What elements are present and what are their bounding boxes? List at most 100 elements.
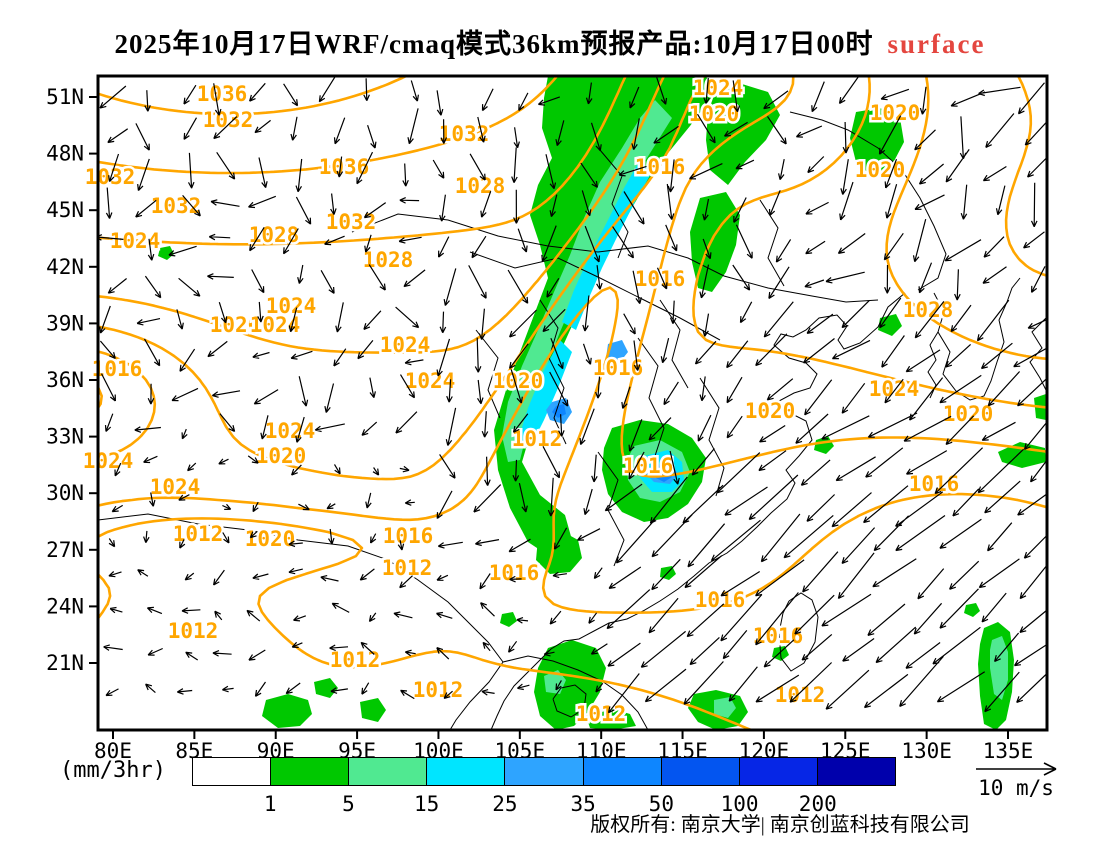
isobar-label: 1024	[265, 419, 316, 443]
precip-patch-green	[262, 694, 312, 728]
isobar-label: 1012	[382, 556, 433, 580]
isobar-label: 1016	[635, 267, 686, 291]
colorbar-segment	[270, 758, 349, 785]
colorbar-threshold-label: 35	[570, 792, 596, 816]
colorbar-threshold-label: 50	[648, 792, 674, 816]
border-line	[475, 329, 501, 419]
precip-patch-green	[536, 530, 582, 574]
isobar-label: 1020	[245, 527, 296, 551]
isobar-label: 1028	[363, 248, 414, 272]
precip-patch-mint	[714, 697, 736, 718]
copyright-line: 版权所有: 南京大学| 南京创蓝科技有限公司	[590, 814, 970, 836]
chart-title-level: surface	[887, 29, 986, 59]
precip-patch-green	[706, 84, 780, 185]
isobar-label: 1012	[512, 427, 563, 451]
precip-patch-green	[500, 612, 517, 627]
isobar-label: 1016	[695, 588, 746, 612]
wind-scale-label: 10 m/s	[978, 776, 1054, 800]
wind-scale-arrow	[976, 762, 1057, 776]
isobar-label: 1016	[909, 472, 960, 496]
colorbar-threshold-label: 15	[414, 792, 440, 816]
isobar-label: 1024	[110, 229, 161, 253]
chart-title: 2025年10月17日WRF/cmaq模式36km预报产品:10月17日00时 s…	[0, 22, 1100, 61]
precip-patch-cyan	[518, 340, 572, 448]
colorbar-segment	[348, 758, 427, 785]
isobar-label: 1020	[256, 444, 307, 468]
precip-patch-green	[158, 246, 174, 260]
border-line	[1029, 317, 1047, 391]
isobar-label: 1024	[266, 294, 317, 318]
border-line	[490, 292, 906, 730]
isobar-label: 1016	[593, 356, 644, 380]
isobar-label: 1028	[455, 174, 506, 198]
isobar-label: 1012	[168, 619, 219, 643]
lat-label: 36N	[46, 368, 84, 392]
border-line	[699, 377, 725, 497]
isobar-label: 1024	[693, 76, 744, 100]
lon-label: 80E	[94, 739, 132, 763]
geography-borders-layer	[98, 111, 1047, 730]
colorbar-threshold-label: 100	[720, 792, 759, 816]
isobar-label: 1036	[197, 82, 248, 106]
isobar-label: 1032	[151, 194, 202, 218]
lat-label: 33N	[46, 425, 84, 449]
lat-label: 30N	[46, 481, 84, 505]
border-line	[539, 299, 567, 445]
isobar-label: 1020	[210, 313, 261, 337]
precip-patch-cyan	[562, 160, 652, 330]
isobar-label: 1020	[745, 399, 796, 423]
precip-patch-green	[534, 640, 606, 730]
lat-label: 45N	[46, 198, 84, 222]
isobar-label: 1020	[493, 369, 544, 393]
isobar-label: 1024	[83, 449, 134, 473]
isobar-label: 1016	[623, 454, 674, 478]
lat-label: 51N	[46, 85, 84, 109]
border-line	[98, 513, 504, 730]
border-line	[659, 299, 689, 389]
lat-label: 39N	[46, 311, 84, 335]
border-line	[351, 213, 879, 303]
border-line	[789, 111, 947, 291]
isobar-label: 1024	[869, 377, 920, 401]
wind-arrows	[98, 76, 1047, 714]
lon-label: 130E	[901, 739, 952, 763]
precip-colorbar-labels: 1 5 15 25 35 50 100 200	[192, 792, 896, 816]
precip-patch-green	[586, 708, 636, 730]
precip-patch-green	[964, 603, 980, 617]
isobar-label: 1024	[405, 369, 456, 393]
precip-patch-green	[878, 314, 902, 336]
precipitation-shading-layer	[158, 76, 1046, 730]
colorbar-threshold-label: 25	[492, 792, 518, 816]
border-line	[933, 277, 1021, 401]
isobar-label: 1032	[85, 165, 136, 189]
isobar-label: 1012	[413, 678, 464, 702]
isobar-label: 1024	[250, 313, 301, 337]
isobar-label: 1032	[203, 108, 254, 132]
colorbar-segment	[738, 758, 817, 785]
colorbar-threshold-label: 1	[263, 792, 277, 816]
isobar-label: 1016	[753, 624, 804, 648]
border-line	[759, 199, 785, 287]
map-frame	[96, 74, 1049, 732]
colorbar-segment	[504, 758, 583, 785]
border-line	[502, 655, 649, 730]
isobar-label: 1032	[439, 122, 490, 146]
lat-label: 42N	[46, 255, 84, 279]
colorbar-threshold-label: 200	[798, 792, 837, 816]
isobar-1024	[98, 76, 1047, 409]
isobar-label: 1016	[383, 524, 434, 548]
isobar-1036	[98, 76, 408, 116]
isobar-label: 1012	[775, 683, 826, 707]
border-line	[599, 149, 629, 259]
colorbar-segment	[193, 758, 271, 785]
isobar-label: 1028	[249, 223, 300, 247]
precip-patch-mint	[990, 636, 1008, 700]
colorbar-segment	[582, 758, 661, 785]
isobar-label: 1020	[689, 102, 740, 126]
border-line	[552, 684, 587, 718]
isobar-label: 1028	[903, 298, 954, 322]
precip-patch-green	[494, 76, 714, 558]
isobar-1028	[98, 76, 1047, 361]
wind-scale-legend: 10 m/s	[976, 762, 1057, 800]
